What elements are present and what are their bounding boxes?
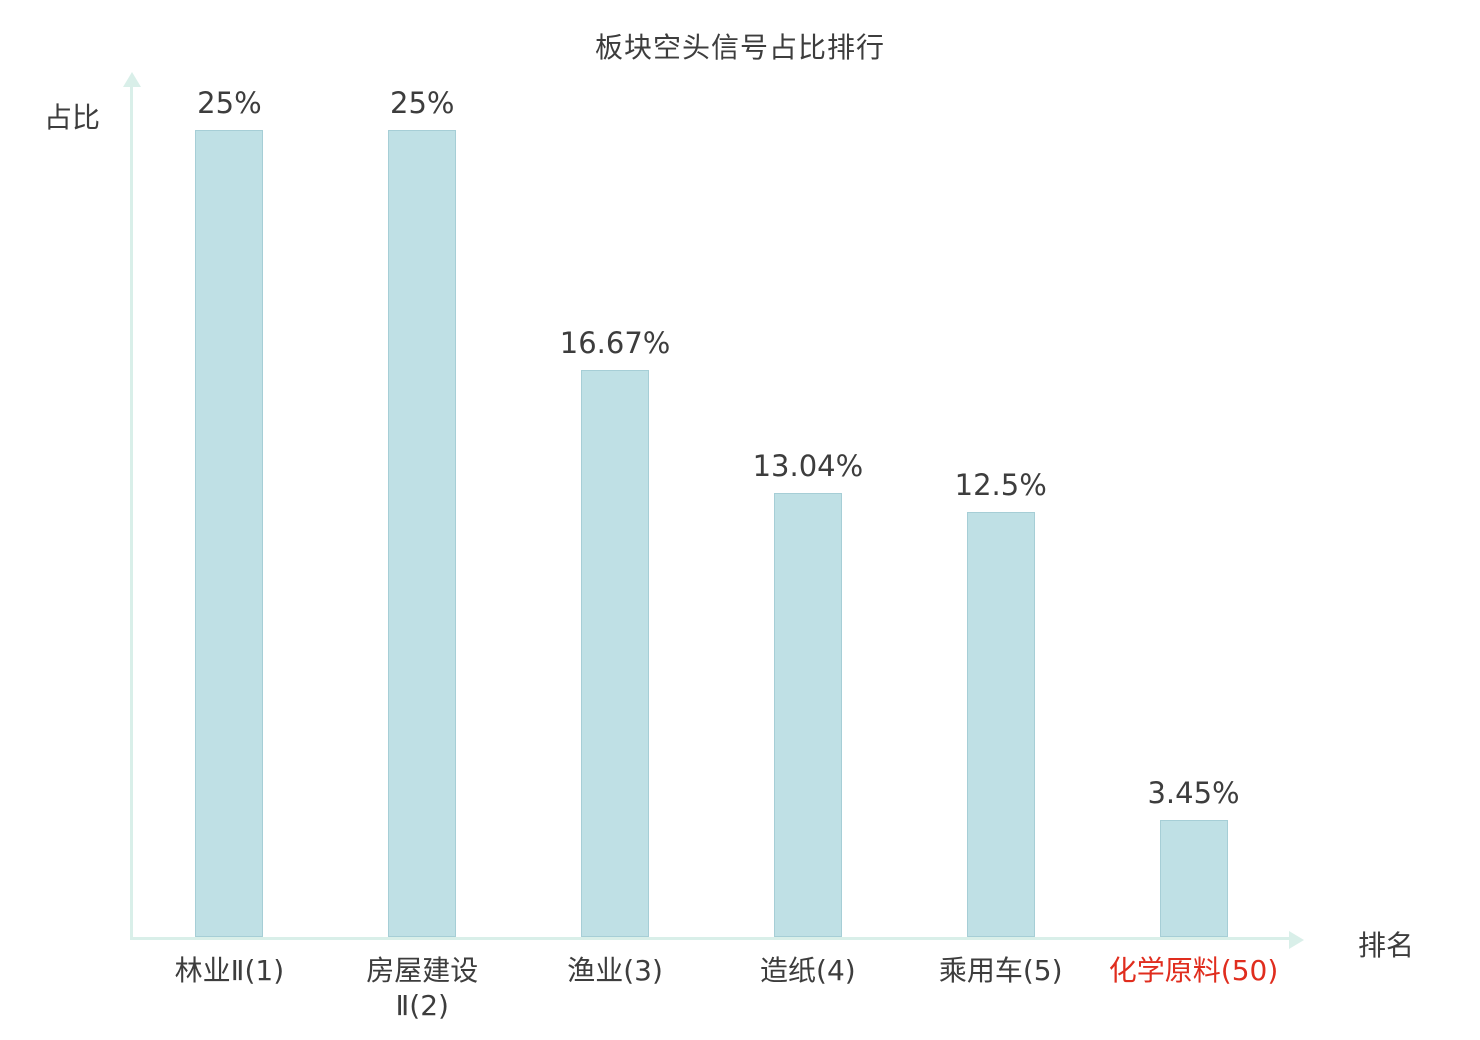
bar [966,511,1035,937]
bar-value-label: 12.5% [954,467,1047,502]
bar [195,130,264,937]
bar [1159,819,1228,937]
bar [773,493,842,937]
bar-slot: 25% 房屋建设 Ⅱ(2) [326,86,519,1022]
bar-slot: 16.67% 渔业(3) [519,86,712,987]
bar-slot: 25% 林业Ⅱ(1) [133,86,326,987]
bar [388,130,457,937]
bar-value-label: 25% [197,86,262,120]
bar-value-label: 3.45% [1147,775,1240,810]
category-label: 房屋建设 Ⅱ(2) [366,954,479,1022]
category-label: 化学原料(50) [1108,954,1279,987]
bar-slot: 3.45% 化学原料(50) [1097,86,1290,987]
category-label: 乘用车(5) [938,954,1063,987]
x-axis-label: 排名 [1358,929,1415,962]
bar-slot: 12.5% 乘用车(5) [904,86,1097,988]
chart-title: 板块空头信号占比排行 [594,31,885,64]
y-axis-label: 占比 [44,101,101,134]
bar-value-label: 13.04% [752,449,864,484]
category-label: 造纸(4) [760,954,856,987]
category-label: 渔业(3) [567,954,663,987]
x-axis-arrow-icon [1289,931,1304,949]
bar-value-label: 25% [390,86,455,120]
category-label: 林业Ⅱ(1) [174,954,285,987]
bar [581,369,650,937]
bar-slot: 13.04% 造纸(4) [711,86,904,987]
plot-area: 25% 林业Ⅱ(1) 25% 房屋建设 Ⅱ(2) 16.67% 渔业(3) 13.04% 造纸… [123,72,1304,1022]
y-axis-arrow-icon [123,72,141,87]
bar-value-label: 16.67% [559,325,671,360]
